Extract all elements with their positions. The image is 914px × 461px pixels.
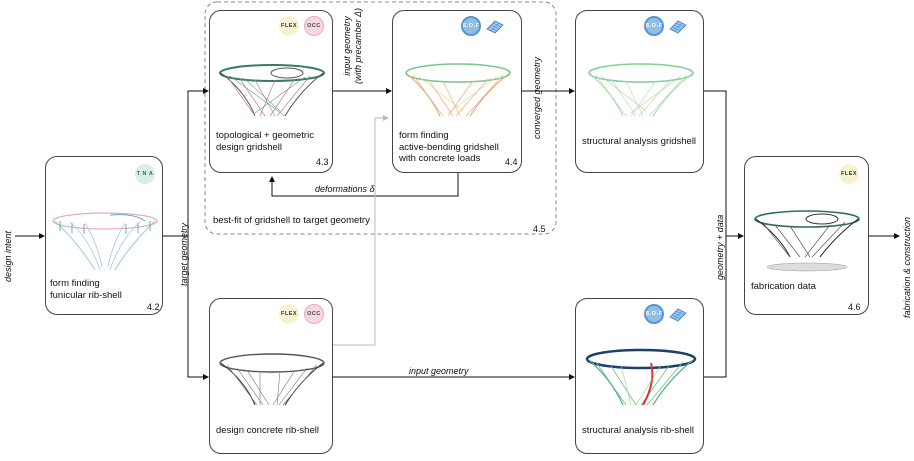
mesh-icon xyxy=(669,308,687,322)
box-number: 4.6 xyxy=(848,302,861,312)
box-label: fabrication data xyxy=(751,281,816,292)
mesh-icon xyxy=(486,20,504,34)
box-label: form finding funicular rib-shell xyxy=(50,278,122,301)
rib-shell-analysis-model-icon xyxy=(585,348,697,406)
sof-badge-icon: S.O.F xyxy=(461,16,481,36)
group-number: 4.5 xyxy=(533,224,546,234)
box-fabrication-data[interactable]: FLEX fabrication data 4.6 xyxy=(744,156,869,315)
box-structural-analysis-rib-shell[interactable]: S.O.F structural analysis rib-shell xyxy=(575,298,704,454)
arrow-target-upper xyxy=(163,88,209,237)
arrow-target-lower xyxy=(187,236,209,380)
label-input-geometry: input geometry xyxy=(409,366,469,376)
concrete-rib-shell-model-icon xyxy=(219,353,325,406)
sof-badge-icon: S.O.F xyxy=(644,304,664,324)
rib-shell-model-icon xyxy=(52,212,158,271)
sof-badge-icon: S.O.F xyxy=(644,16,664,36)
box-form-finding-rib-shell[interactable]: T N A form finding funicular rib-shell 4… xyxy=(45,156,163,315)
box-label: form finding active-bending gridshell wi… xyxy=(399,130,499,164)
arrow-geo-data-bottom xyxy=(704,236,727,378)
box-label: topological + geometric design gridshell xyxy=(216,130,314,153)
box-label: structural analysis rib-shell xyxy=(582,425,694,436)
box-label: structural analysis gridshell xyxy=(582,136,697,147)
box-design-gridshell[interactable]: FLEX OCC topological + geometric design … xyxy=(209,10,333,173)
group-label: best-fit of gridshell to target geometry xyxy=(213,215,370,226)
label-fabrication-construction: fabrication & construction xyxy=(902,216,912,318)
gridshell-analysis-model-icon xyxy=(588,63,694,117)
gridshell-loads-model-icon xyxy=(405,63,511,117)
arrow-geo-data-top xyxy=(704,90,744,239)
label-converged-geometry: converged geometry xyxy=(532,56,542,139)
flex-badge-icon: FLEX xyxy=(279,304,299,324)
group-4-5-border xyxy=(204,1,557,235)
tna-badge-icon: T N A xyxy=(135,164,155,184)
box-structural-analysis-gridshell[interactable]: S.O.F structural analysis gridshell xyxy=(575,10,704,173)
box-number: 4.2 xyxy=(147,302,160,312)
mesh-icon xyxy=(669,20,687,34)
flex-badge-icon: FLEX xyxy=(279,16,299,36)
box-label: design concrete rib-shell xyxy=(216,425,319,436)
box-number: 4.3 xyxy=(316,157,329,167)
occ-badge-icon: OCC xyxy=(304,16,324,36)
label-geometry-data: geometry + data xyxy=(715,214,725,280)
box-active-bending-gridshell[interactable]: S.O.F form finding active-bending gridsh… xyxy=(392,10,522,173)
box-number: 4.4 xyxy=(505,157,518,167)
occ-badge-icon: OCC xyxy=(304,304,324,324)
fabrication-model-icon xyxy=(754,210,860,272)
flex-badge-icon: FLEX xyxy=(839,164,859,184)
gridshell-model-icon xyxy=(219,64,325,117)
label-input-precamber: input geometry (with precamber Δ) xyxy=(342,7,363,84)
arrow-grey xyxy=(333,115,389,346)
box-design-concrete-rib-shell[interactable]: FLEX OCC design concrete rib-shell xyxy=(209,298,333,454)
arrow-deformations xyxy=(269,173,459,197)
label-design-intent: design intent xyxy=(3,230,13,282)
label-target-geometry: target geometry xyxy=(179,222,189,286)
label-deformations: deformations δ xyxy=(315,184,375,194)
